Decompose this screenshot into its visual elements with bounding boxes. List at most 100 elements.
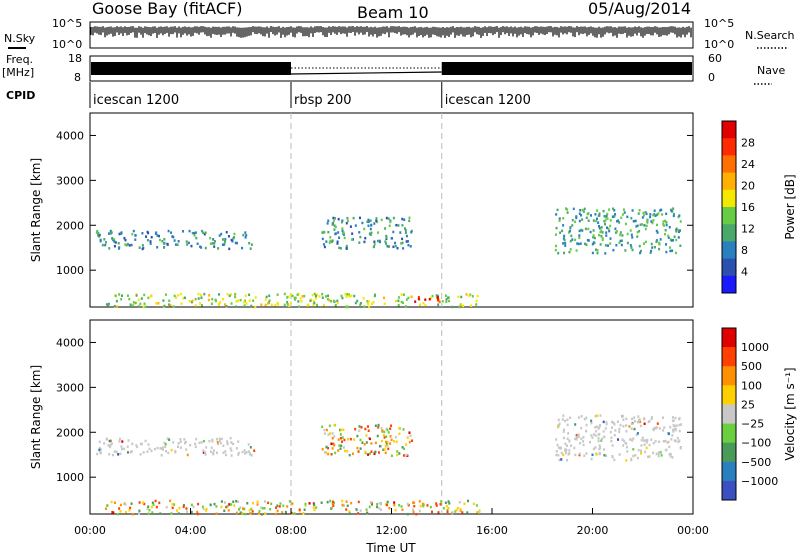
scatter-cell [600, 234, 603, 238]
scatter-cell [103, 442, 106, 445]
scatter-cell [643, 417, 646, 421]
scatter-cell [599, 424, 602, 427]
scatter-cell [583, 207, 586, 211]
colorbar-segment [722, 480, 736, 501]
scatter-cell [625, 445, 628, 449]
scatter-cell [454, 510, 457, 513]
scatter-cell [370, 224, 373, 227]
scatter-cell [182, 297, 185, 300]
scatter-cell [348, 295, 351, 298]
scatter-cell [566, 423, 569, 427]
scatter-cell [113, 238, 116, 241]
y-tick-label: 3000 [56, 174, 84, 187]
scatter-cell [148, 508, 151, 512]
scatter-cell [598, 444, 601, 447]
scatter-cell [339, 437, 342, 440]
scatter-cell [405, 240, 408, 243]
scatter-cell [386, 444, 389, 447]
scatter-cell [571, 224, 574, 227]
scatter-cell [337, 217, 340, 221]
scatter-cell [263, 506, 266, 510]
scatter-cell [595, 219, 598, 223]
scatter-cell [589, 214, 592, 217]
scatter-cell [279, 502, 282, 505]
scatter-cell [193, 234, 196, 237]
scatter-cell [323, 245, 326, 249]
scatter-cell [244, 512, 247, 516]
scatter-cell [405, 443, 408, 446]
scatter-cell [160, 454, 163, 457]
scatter-cell [192, 505, 195, 509]
scatter-cell [647, 455, 650, 459]
scatter-cell [660, 208, 663, 212]
power-plot-frame [89, 112, 694, 308]
scatter-cell [369, 227, 372, 231]
scatter-cell [364, 236, 367, 240]
scatter-cell [353, 438, 356, 441]
scatter-cell [377, 423, 380, 427]
scatter-cell [151, 501, 154, 505]
scatter-cell [188, 229, 191, 233]
scatter-cell [398, 432, 401, 436]
scatter-cell [194, 445, 197, 449]
scatter-cell [231, 442, 234, 446]
scatter-cell [580, 437, 583, 441]
scatter-cell [667, 440, 670, 444]
scatter-cell [234, 295, 237, 299]
scatter-cell [586, 238, 589, 242]
scatter-cell [671, 419, 674, 423]
scatter-cell [99, 451, 102, 454]
colorbar-segment [722, 207, 736, 225]
scatter-cell [429, 296, 432, 300]
scatter-cell [436, 296, 439, 299]
scatter-cell [243, 304, 246, 307]
scatter-cell [644, 450, 647, 454]
scatter-cell [312, 506, 315, 509]
scatter-cell [447, 506, 450, 510]
scatter-cell [332, 219, 335, 223]
nsky-label: N.Sky [4, 32, 36, 45]
scatter-cell [635, 433, 638, 437]
scatter-cell [127, 439, 130, 442]
scatter-cell [237, 453, 240, 456]
station-title: Goose Bay (fitACF) [92, 0, 242, 18]
scatter-cell [660, 454, 663, 457]
scatter-cell [251, 510, 254, 513]
scatter-cell [325, 445, 328, 449]
scatter-cell [643, 224, 646, 227]
scatter-cell [225, 230, 228, 234]
scatter-cell [142, 305, 145, 309]
scatter-cell [367, 436, 370, 440]
scatter-cell [406, 502, 409, 506]
scatter-cell [248, 241, 251, 245]
scatter-cell [596, 209, 599, 212]
scatter-cell [224, 238, 227, 241]
scatter-cell [422, 301, 425, 305]
scatter-cell [385, 216, 388, 220]
freq-nave-block [441, 62, 692, 75]
scatter-cell [437, 298, 440, 302]
scatter-cell [648, 419, 651, 423]
scatter-cell [644, 211, 647, 214]
scatter-cell [301, 295, 304, 298]
x-tick-label: 08:00 [275, 524, 307, 537]
scatter-cell [104, 241, 107, 244]
scatter-cell [290, 511, 293, 515]
colorbar-frame [721, 120, 737, 294]
scatter-cell [367, 453, 370, 456]
scatter-cell [256, 500, 259, 504]
scatter-cell [359, 216, 362, 220]
scatter-cell [354, 301, 357, 305]
scatter-cell [641, 436, 644, 440]
scatter-cell [333, 423, 336, 427]
scatter-cell [138, 501, 141, 504]
scatter-cell [196, 510, 199, 514]
scatter-cell [598, 233, 601, 237]
scatter-cell [202, 449, 205, 452]
scatter-cell [612, 421, 615, 425]
scatter-cell [126, 451, 129, 454]
colorbar-tick-label: 100 [741, 379, 762, 392]
scatter-cell [565, 449, 568, 452]
scatter-cell [139, 453, 142, 456]
scatter-cell [595, 453, 598, 456]
